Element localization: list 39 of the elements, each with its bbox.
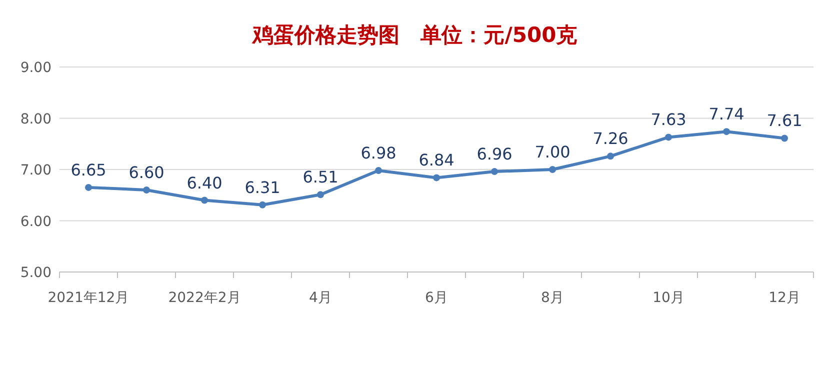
point	[433, 174, 440, 182]
data-label: 6.84	[418, 150, 454, 170]
point	[781, 134, 788, 142]
data-label: 7.61	[766, 111, 802, 130]
point	[201, 196, 208, 204]
y-tick-label: 5.00	[20, 265, 52, 281]
data-label: 7.74	[708, 104, 744, 124]
x-tick-label: 2021年12月	[48, 290, 130, 306]
point	[143, 186, 150, 194]
point	[607, 152, 614, 160]
x-tick-label: 2022年2月	[168, 290, 241, 306]
x-tick-label: 12月	[768, 290, 800, 306]
chart-title: 鸡蛋价格走势图 单位：元/500克	[252, 23, 578, 47]
y-tick-label: 8.00	[20, 111, 52, 128]
point	[549, 166, 556, 173]
point	[375, 167, 382, 174]
y-tick-label: 7.00	[20, 162, 52, 178]
point	[491, 168, 498, 176]
data-label: 6.60	[128, 163, 164, 182]
x-tick-label: 4月	[309, 290, 332, 306]
data-label: 6.96	[476, 144, 512, 164]
x-tick-label: 6月	[425, 290, 448, 306]
point	[665, 134, 672, 141]
point	[259, 201, 266, 208]
x-tick-label: 10月	[652, 290, 684, 306]
data-label: 7.63	[650, 110, 686, 130]
data-label: 7.00	[534, 142, 570, 162]
x-tick-label: 8月	[541, 290, 564, 306]
data-label: 6.65	[70, 160, 106, 180]
data-label: 6.98	[360, 144, 396, 163]
data-label: 6.31	[244, 178, 280, 197]
point	[723, 128, 730, 136]
point	[85, 184, 92, 191]
point	[317, 191, 324, 198]
data-label: 7.26	[592, 129, 628, 148]
data-label: 6.40	[186, 173, 222, 192]
y-tick-label: 6.00	[20, 214, 52, 230]
y-tick-label: 9.00	[20, 60, 52, 76]
data-label: 6.51	[302, 168, 338, 187]
